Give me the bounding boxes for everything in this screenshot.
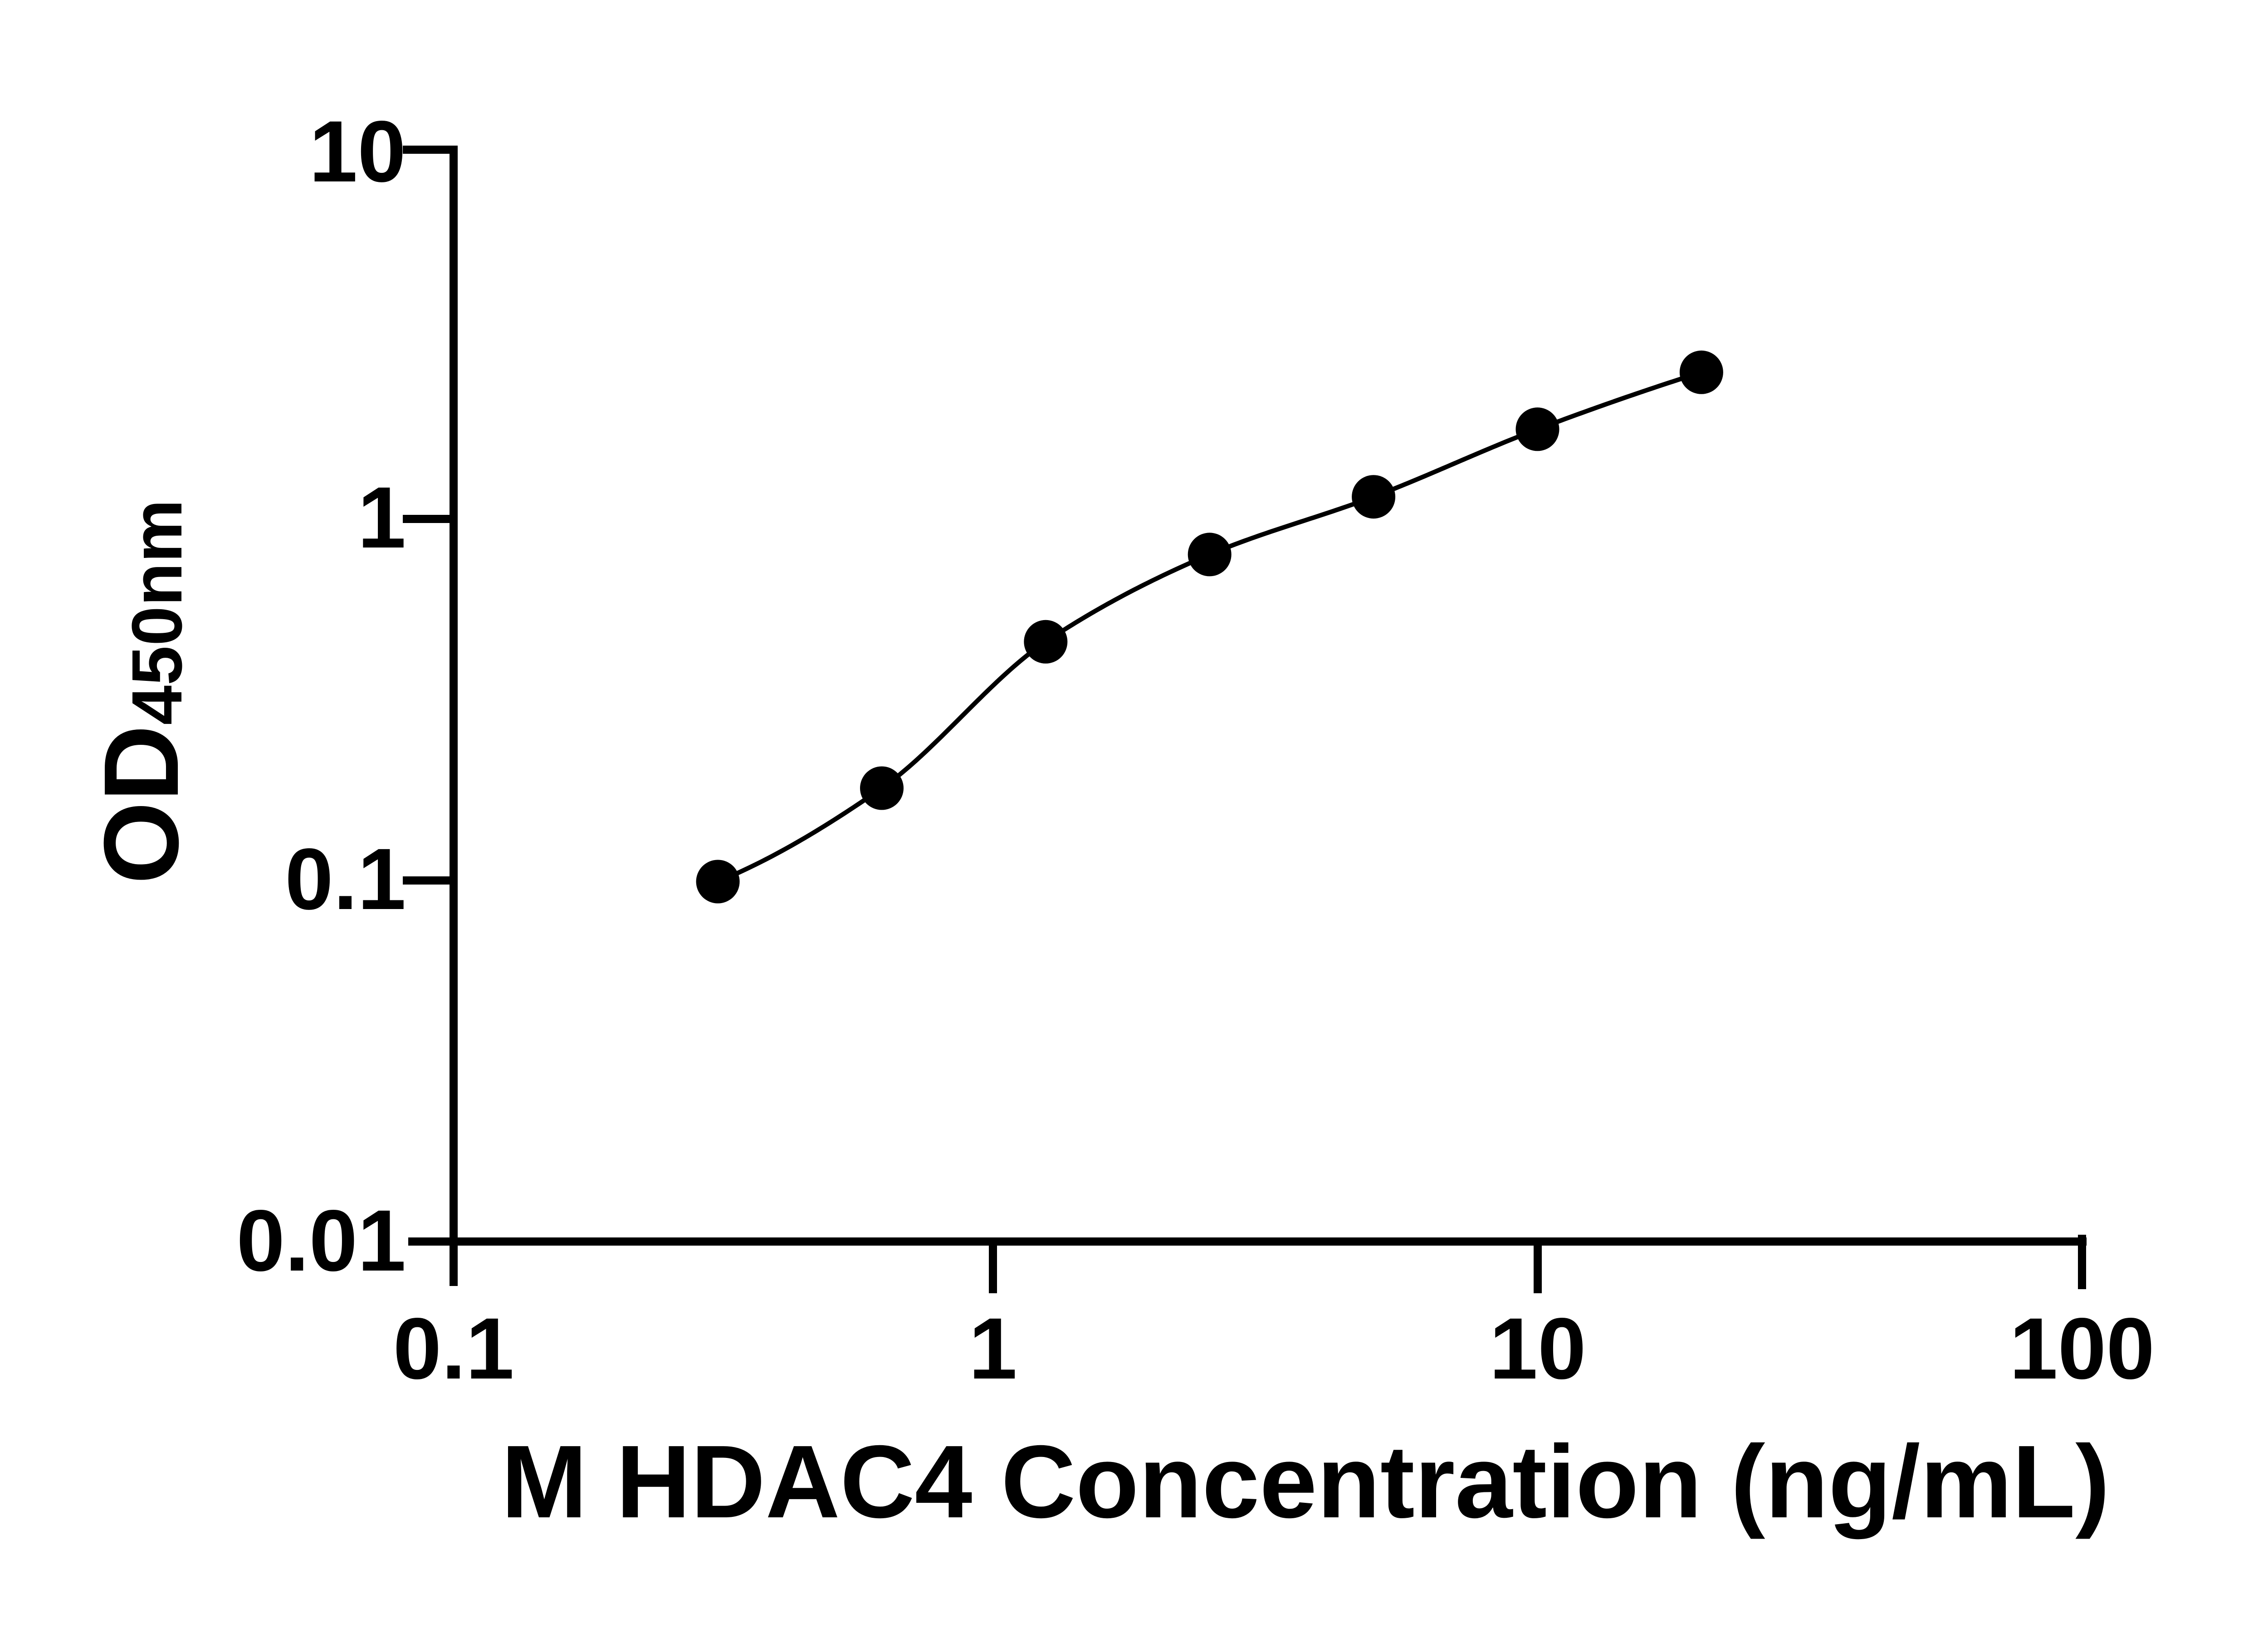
svg-text:1: 1 xyxy=(357,469,406,566)
svg-text:0.1: 0.1 xyxy=(393,1300,514,1397)
svg-text:10: 10 xyxy=(1489,1300,1586,1397)
svg-text:M HDAC4 Concentration (ng/mL): M HDAC4 Concentration (ng/mL) xyxy=(501,1424,2110,1540)
svg-text:1: 1 xyxy=(969,1300,1017,1397)
svg-text:100: 100 xyxy=(2009,1300,2155,1397)
svg-text:0.1: 0.1 xyxy=(285,830,406,928)
svg-text:10: 10 xyxy=(309,103,406,200)
svg-text:0.01: 0.01 xyxy=(236,1192,406,1289)
